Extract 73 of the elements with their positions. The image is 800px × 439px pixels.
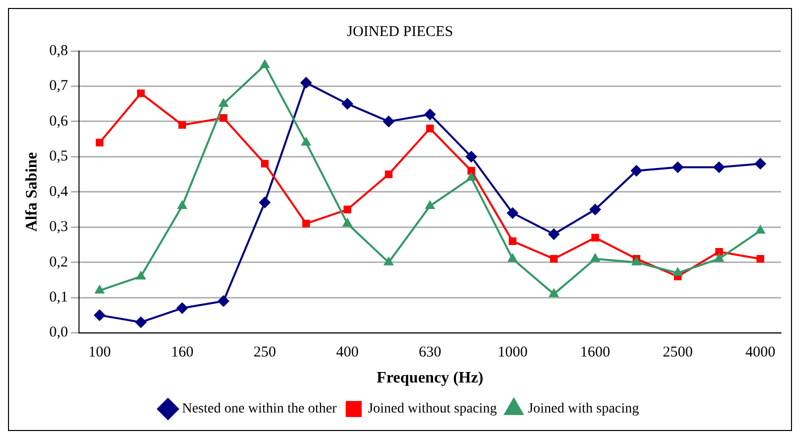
point <box>508 254 518 262</box>
point <box>466 151 477 162</box>
x-tick-label: 100 <box>88 344 111 361</box>
x-tick-label: 1000 <box>498 344 528 361</box>
point <box>590 204 601 216</box>
point <box>135 316 146 328</box>
point <box>754 158 766 170</box>
point <box>756 226 765 234</box>
point <box>672 162 684 173</box>
point <box>342 98 353 110</box>
x-tick-label: 4000 <box>745 344 776 361</box>
y-tick-label: 0,0 <box>49 324 68 341</box>
point <box>342 218 352 227</box>
y-tick-label: 0,3 <box>49 219 68 236</box>
point <box>95 286 104 294</box>
point <box>218 296 229 307</box>
y-tick-label: 0,2 <box>49 254 68 270</box>
x-tick-label: 250 <box>254 344 276 361</box>
x-tick-label: 2500 <box>662 344 693 361</box>
point <box>259 196 270 208</box>
point <box>715 248 723 256</box>
point <box>591 234 599 242</box>
point <box>94 310 106 321</box>
y-tick-label: 0,4 <box>49 184 68 200</box>
point <box>96 138 104 146</box>
point <box>673 268 682 276</box>
point <box>550 255 558 263</box>
point <box>302 138 311 146</box>
point <box>549 289 558 298</box>
legend-label: Joined with spacing <box>528 402 640 417</box>
point <box>260 160 269 168</box>
x-tick-label: 160 <box>170 344 194 361</box>
point <box>137 89 145 98</box>
y-tick-label: 0,5 <box>49 148 68 165</box>
point <box>220 114 228 122</box>
legend-label: Nested one within the other <box>182 402 338 417</box>
point <box>384 257 394 266</box>
x-tick-label: 400 <box>336 344 359 361</box>
point <box>384 170 393 178</box>
chart-title: JOINED PIECES <box>346 24 454 40</box>
point <box>467 166 476 175</box>
point <box>424 108 436 120</box>
point <box>590 254 600 262</box>
point <box>300 77 312 88</box>
y-axis-title: Alfa Sabine <box>24 152 41 232</box>
point <box>714 162 725 173</box>
point <box>178 121 186 129</box>
x-tick-label: 1600 <box>580 344 610 361</box>
legend-label: Joined without spacing <box>368 402 497 417</box>
point <box>219 98 228 107</box>
point <box>176 302 188 314</box>
x-tick-label: 630 <box>418 344 442 361</box>
point <box>260 60 270 68</box>
point <box>508 237 516 246</box>
point <box>426 200 434 209</box>
y-tick-label: 0,8 <box>49 42 68 59</box>
point <box>178 200 187 209</box>
y-tick-label: 0,7 <box>49 78 68 94</box>
point <box>630 165 642 176</box>
point <box>466 172 476 181</box>
point <box>302 220 310 228</box>
y-tick-label: 0,1 <box>49 290 68 306</box>
point <box>756 255 764 263</box>
point <box>548 228 560 240</box>
point <box>383 116 394 127</box>
point <box>507 208 518 219</box>
point <box>632 257 641 266</box>
point <box>426 124 434 132</box>
point <box>714 254 724 262</box>
x-axis-title: Frequency (Hz) <box>376 370 484 387</box>
y-tick-label: 0,6 <box>49 113 68 130</box>
point <box>344 206 352 214</box>
point <box>136 271 146 280</box>
